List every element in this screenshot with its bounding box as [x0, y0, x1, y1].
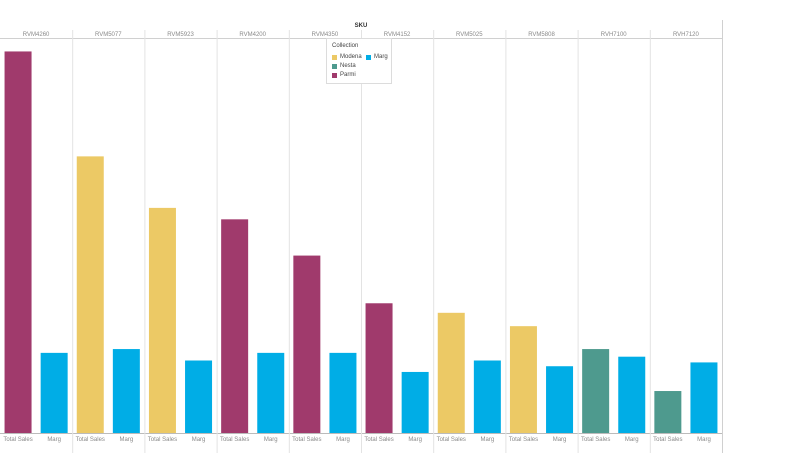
tick-label-total-sales: Total Sales	[220, 437, 249, 443]
tick-label-marg: Marg	[553, 437, 567, 443]
tick-label-total-sales: Total Sales	[581, 437, 610, 443]
bar-total-sales-rvm5025	[437, 312, 465, 433]
ruvati-logo-graphic: RUVATI ®	[728, 0, 800, 453]
legend-label-marg: Marg	[374, 54, 388, 60]
bar-total-sales-rvm4350	[293, 255, 321, 433]
sku-header-rvm5923: RVM5923	[167, 32, 194, 38]
tick-label-marg: Marg	[481, 437, 495, 443]
bar-marg-rvm5808	[546, 366, 574, 433]
legend-item-marg[interactable]: Marg	[366, 54, 388, 60]
bar-marg-rvm4200	[257, 352, 285, 433]
tick-label-total-sales: Total Sales	[148, 437, 177, 443]
bar-total-sales-rvh7100	[582, 349, 610, 433]
legend: Collection Modena Nesta Parmi Marg	[326, 38, 392, 84]
bar-total-sales-rvm5923	[148, 207, 176, 433]
bar-marg-rvh7120	[690, 362, 718, 433]
bar-total-sales-rvm4152	[365, 303, 393, 433]
legend-label-modena: Modena	[340, 54, 362, 60]
bar-marg-rvm4152	[401, 371, 429, 433]
tick-label-marg: Marg	[192, 437, 206, 443]
bar-marg-rvm4260	[40, 352, 68, 433]
bar-total-sales-rvm4260	[4, 51, 32, 434]
tick-label-marg: Marg	[697, 437, 711, 443]
tick-label-marg: Marg	[264, 437, 278, 443]
tick-label-marg: Marg	[120, 437, 134, 443]
tick-label-total-sales: Total Sales	[364, 437, 393, 443]
tick-label-total-sales: Total Sales	[76, 437, 105, 443]
tick-label-total-sales: Total Sales	[653, 437, 682, 443]
sku-header-rvm4200: RVM4200	[239, 32, 266, 38]
tick-label-marg: Marg	[336, 437, 350, 443]
legend-swatch-parmi	[332, 72, 337, 78]
legend-item-modena[interactable]: Modena	[332, 54, 362, 60]
sku-header-rvm5808: RVM5808	[528, 32, 555, 38]
sku-header-rvm4152: RVM4152	[384, 32, 411, 38]
tick-label-total-sales: Total Sales	[509, 437, 538, 443]
legend-swatch-modena	[332, 54, 337, 60]
tick-label-total-sales: Total Sales	[437, 437, 466, 443]
sku-header-rvh7120: RVH7120	[673, 32, 700, 38]
bar-marg-rvh7100	[618, 356, 646, 433]
bar-marg-rvm5077	[112, 349, 140, 433]
sku-header-rvm5077: RVM5077	[95, 32, 122, 38]
tick-label-marg: Marg	[408, 437, 422, 443]
bar-chart: SKU RVM4260 Total Sales Marg RVM5077 Total Sa…	[0, 20, 723, 453]
bar-marg-rvm5923	[185, 360, 213, 433]
chart-area: SKU RVM4260 Total Sales Marg RVM5077 Total Sa…	[0, 20, 723, 453]
bar-total-sales-rvm4200	[221, 219, 249, 433]
legend-item-parmi[interactable]: Parmi	[332, 72, 356, 78]
sku-header-rvm4260: RVM4260	[23, 32, 50, 38]
sku-header-rvm4350: RVM4350	[312, 32, 339, 38]
tick-label-marg: Marg	[47, 437, 61, 443]
ruvati-logo: RUVATI ®	[728, 0, 800, 453]
bar-marg-rvm5025	[473, 360, 501, 433]
sku-header-rvh7100: RVH7100	[601, 32, 628, 38]
legend-item-nesta[interactable]: Nesta	[332, 63, 356, 69]
tick-label-marg: Marg	[625, 437, 639, 443]
tick-label-total-sales: Total Sales	[292, 437, 321, 443]
chart-title: SKU	[355, 23, 368, 29]
legend-swatch-nesta	[332, 63, 337, 69]
bar-total-sales-rvm5077	[76, 156, 104, 433]
legend-label-nesta: Nesta	[340, 63, 356, 69]
sku-header-rvm5025: RVM5025	[456, 32, 483, 38]
bar-marg-rvm4350	[329, 352, 357, 433]
legend-title: Collection	[332, 43, 359, 49]
bar-total-sales-rvm5808	[509, 326, 537, 433]
tick-label-total-sales: Total Sales	[3, 437, 32, 443]
bar-total-sales-rvh7120	[654, 391, 682, 433]
legend-swatch-marg	[366, 54, 371, 60]
legend-label-parmi: Parmi	[340, 72, 356, 78]
